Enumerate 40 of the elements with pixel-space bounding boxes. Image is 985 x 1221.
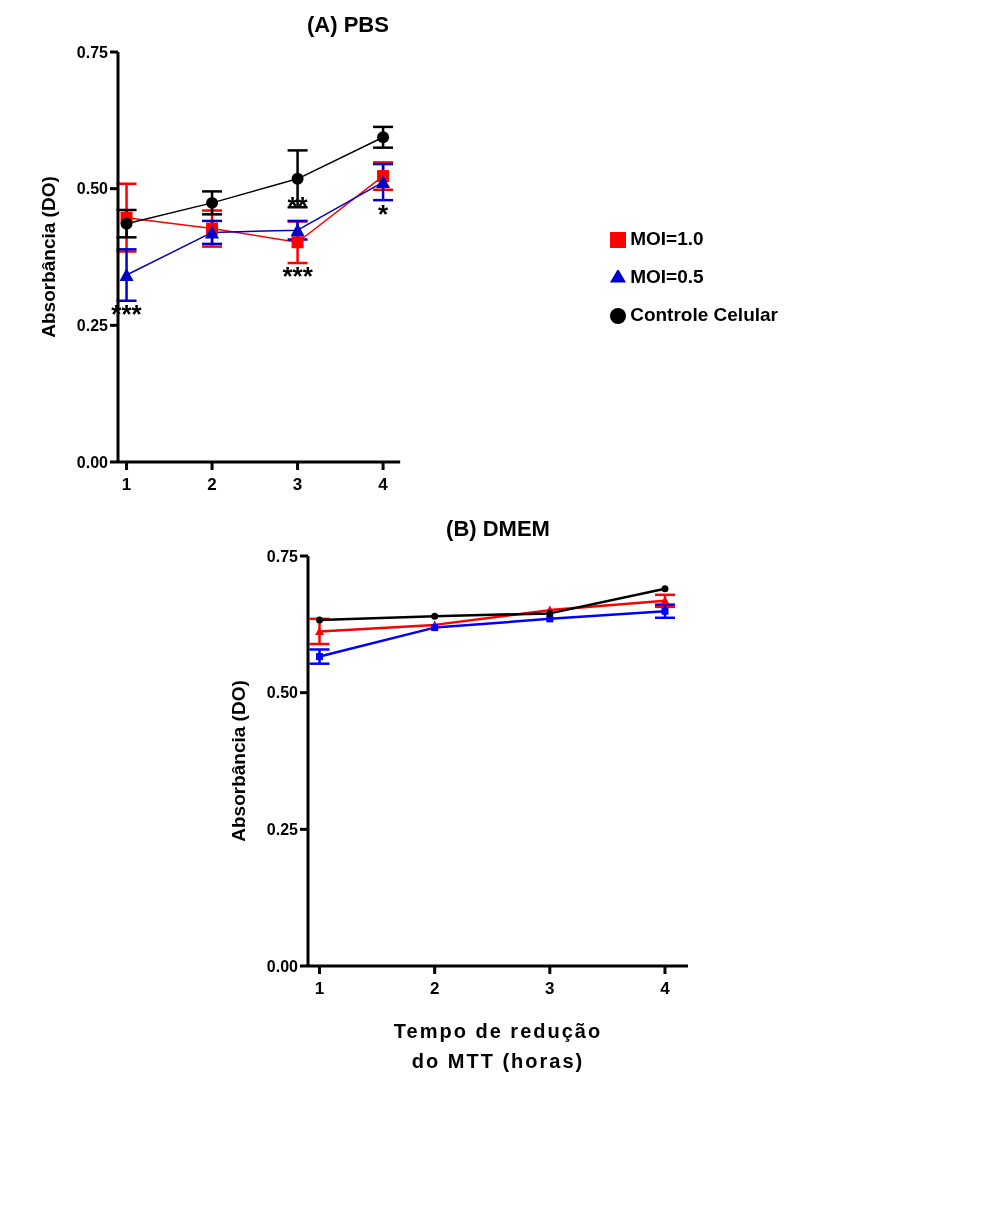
y-tick-label: 0.00 (76, 453, 109, 471)
y-tick-label: 0.25 (76, 317, 109, 335)
x-tick-label: 2 (429, 979, 440, 999)
x-tick-label: 2 (207, 475, 217, 495)
point (431, 612, 439, 620)
point (376, 175, 391, 189)
point (291, 236, 304, 249)
x-tick-label: 4 (660, 979, 671, 999)
legend-label: MOI=1.0 (630, 228, 704, 249)
point (377, 131, 390, 144)
y-tick-label: 0.75 (266, 547, 299, 565)
chart-title: (A) PBS (306, 12, 390, 38)
point (205, 225, 220, 239)
annotation: *** (282, 261, 314, 292)
x-tick-label: 3 (292, 475, 303, 495)
point (431, 624, 439, 632)
legend-label: MOI=0.5 (630, 266, 704, 287)
point (661, 585, 669, 593)
y-tick-label: 0.50 (266, 684, 299, 702)
point (206, 196, 219, 209)
x-tick-label: 4 (378, 475, 389, 495)
y-tick-label: 0.25 (266, 821, 299, 839)
point (120, 217, 133, 230)
point (291, 172, 304, 185)
x-axis-title: Tempo de redução do MTT (horas) (392, 1019, 604, 1074)
annotation: * (378, 198, 390, 229)
legend-label: Controle Celular (630, 304, 778, 325)
y-tick-label: 0.00 (266, 957, 299, 975)
point (316, 616, 324, 624)
x-tick-label: 3 (545, 979, 555, 999)
point (316, 653, 324, 661)
point (119, 268, 134, 282)
y-axis-title: Absorbância (DO) (227, 680, 249, 842)
y-tick-label: 0.75 (76, 43, 109, 61)
chart-title: (B) DMEM (445, 516, 551, 542)
point (546, 609, 554, 617)
y-axis-title: Absorbância (DO) (37, 176, 59, 338)
x-tick-label: 1 (121, 475, 132, 495)
y-tick-label: 0.50 (76, 180, 109, 198)
x-tick-label: 1 (314, 979, 325, 999)
